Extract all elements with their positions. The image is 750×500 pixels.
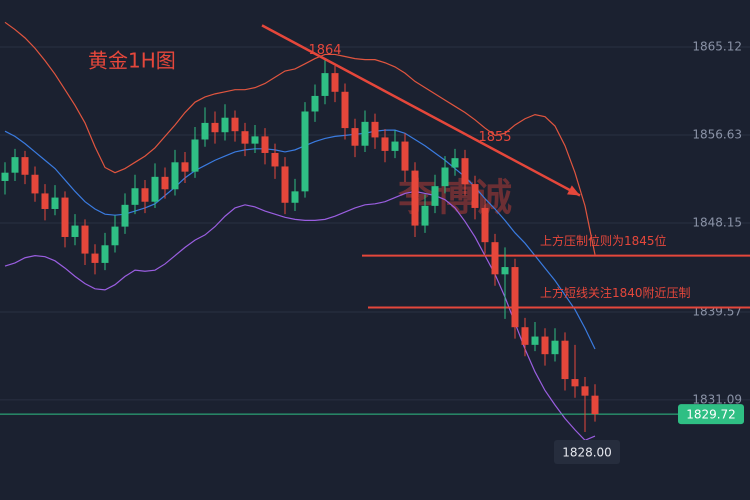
band-line xyxy=(4,129,596,350)
candle-body xyxy=(331,73,339,92)
annotation: 1864 xyxy=(308,43,341,58)
candle-body xyxy=(561,340,569,380)
candle-body xyxy=(401,141,409,171)
candle-body xyxy=(201,122,209,140)
candle-body xyxy=(351,128,359,146)
candle-body xyxy=(271,152,279,167)
y-tick-label: 1856.63 xyxy=(692,128,742,142)
candle-body xyxy=(371,121,379,138)
candle-body xyxy=(1,172,9,181)
price-tag xyxy=(678,404,744,425)
band-line xyxy=(4,190,596,441)
candle-body xyxy=(41,193,49,209)
candle-body xyxy=(541,336,549,355)
chart-title: 黄金1H图 xyxy=(88,49,176,73)
level-label: 上方压制位则为1845位 xyxy=(540,233,667,248)
candle-body xyxy=(161,176,169,190)
candle-body xyxy=(301,111,309,192)
low-tag-label: 1828.00 xyxy=(562,445,612,459)
candle-body xyxy=(551,340,559,355)
candle-body xyxy=(341,91,349,129)
price-tag-label: 1829.72 xyxy=(686,408,736,422)
candle-body xyxy=(451,158,459,168)
candle-body xyxy=(511,267,519,328)
candle-body xyxy=(241,131,249,144)
candle-body xyxy=(11,157,19,173)
candle-body xyxy=(51,197,59,209)
candle-body xyxy=(391,141,399,151)
candle-body xyxy=(491,242,499,275)
candle-body xyxy=(471,184,479,208)
candle-body xyxy=(171,162,179,190)
candle-body xyxy=(121,204,129,227)
candle-body xyxy=(281,166,289,203)
candle-body xyxy=(261,136,269,153)
candle-body xyxy=(361,121,369,146)
candle-body xyxy=(101,245,109,263)
candle-body xyxy=(31,174,39,194)
candle-body xyxy=(61,197,69,237)
candle-body xyxy=(311,95,319,112)
annotation: 1855 xyxy=(478,130,511,145)
candle-body xyxy=(571,379,579,387)
candle-body xyxy=(521,327,529,345)
candle-body xyxy=(411,170,419,226)
candle-body xyxy=(211,122,219,133)
candle-body xyxy=(181,162,189,172)
candle-body xyxy=(581,386,589,396)
low-tag xyxy=(554,439,620,464)
candle-body xyxy=(221,117,229,133)
candle-body xyxy=(531,336,539,345)
candle-body xyxy=(431,186,439,206)
candle-body xyxy=(91,253,99,263)
candle-body xyxy=(111,226,119,246)
candle-body xyxy=(441,167,449,187)
candle-body xyxy=(131,188,139,205)
candle-body xyxy=(21,157,29,175)
candle-body xyxy=(71,225,79,237)
candle-body xyxy=(591,395,599,415)
candle-body xyxy=(481,207,489,243)
band-line xyxy=(4,21,596,255)
candle-body xyxy=(291,191,299,203)
trend-arrowhead xyxy=(567,185,580,196)
trend-line xyxy=(261,24,581,197)
level-label: 上方短线关注1840附近压制 xyxy=(540,285,691,300)
candle-body xyxy=(461,158,469,185)
candle-body xyxy=(191,139,199,172)
y-tick-label: 1831.09 xyxy=(692,392,742,406)
candle-body xyxy=(231,117,239,132)
candle-body xyxy=(251,136,259,144)
y-tick-label: 1848.15 xyxy=(692,215,742,229)
candle-body xyxy=(151,176,159,202)
candle-body xyxy=(421,205,429,226)
candle-body xyxy=(141,188,149,202)
candle-body xyxy=(381,137,389,151)
y-tick-label: 1865.12 xyxy=(692,39,742,53)
candle-body xyxy=(501,267,509,275)
candle-body xyxy=(81,225,89,254)
candle-body xyxy=(321,73,329,96)
